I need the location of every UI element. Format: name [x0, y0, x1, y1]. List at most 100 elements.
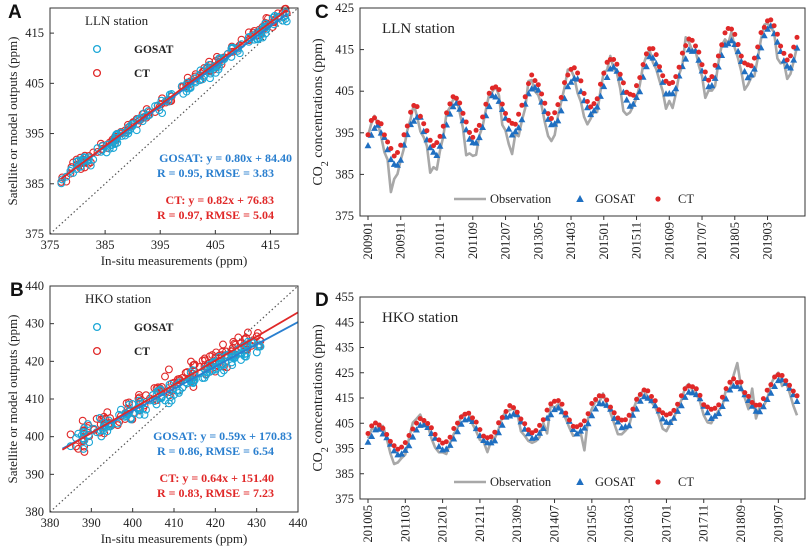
- gosat-point: [282, 17, 291, 26]
- gosat-point: [433, 151, 441, 158]
- gosat-point: [771, 382, 779, 389]
- ct-point: [570, 423, 576, 429]
- gosat-point: [711, 74, 719, 81]
- ct-point: [457, 100, 463, 106]
- y-tick-label: 415: [335, 391, 354, 405]
- gosat-point: [580, 424, 588, 431]
- ct-point: [723, 386, 729, 392]
- gosat-point: [127, 415, 135, 424]
- gosat-point: [236, 348, 245, 357]
- gosat-point: [508, 131, 516, 138]
- ct-point: [372, 115, 377, 121]
- ct-point: [608, 404, 613, 410]
- ct-point: [682, 386, 688, 392]
- gosat-point: [142, 405, 150, 414]
- panel-c-timeseries: 375 385 395 405 415 425 200901 200911 201011 2011…: [311, 1, 806, 260]
- gosat-point: [140, 410, 149, 419]
- ct-point: [693, 43, 698, 49]
- gosat-point: [651, 401, 659, 409]
- ct-point: [436, 437, 442, 443]
- gosat-point: [674, 407, 682, 414]
- gosat-point: [426, 143, 434, 151]
- gosat-point: [368, 432, 376, 439]
- ct-point: [492, 429, 498, 435]
- ct-point: [410, 426, 416, 432]
- y-tick-label: 375: [335, 209, 354, 223]
- ct-point: [552, 398, 557, 404]
- y-axis-label: Satellite or model outputs (ppm): [5, 315, 20, 484]
- gosat-point: [689, 389, 696, 396]
- ct-point: [417, 113, 423, 119]
- observation-line: [366, 21, 799, 194]
- gosat-point: [252, 348, 261, 357]
- gosat-point: [97, 432, 106, 441]
- gosat-point: [695, 56, 703, 63]
- gosat-point: [588, 411, 596, 419]
- gosat-point: [557, 107, 565, 114]
- ct-point: [653, 52, 659, 58]
- gosat-point: [227, 358, 236, 367]
- x-tick-label: 201305: [531, 222, 545, 260]
- ct-point: [678, 393, 684, 399]
- gosat-point: [715, 409, 723, 417]
- gosat-point: [410, 117, 418, 124]
- ct-point: [519, 102, 525, 108]
- gosat-equation: GOSAT: y = 0.59x + 170.83: [153, 429, 292, 443]
- x-tick-label: 201407: [548, 505, 562, 543]
- x-tick-label: 201907: [771, 505, 785, 543]
- ct-point: [406, 433, 412, 438]
- gosat-point: [584, 419, 592, 427]
- ct-point: [365, 132, 371, 138]
- ct-point: [699, 62, 705, 68]
- gosat-point: [534, 86, 542, 93]
- gosat-point: [623, 96, 631, 103]
- x-axis-label: In-situ measurements (ppm): [101, 253, 248, 268]
- gosat-point: [773, 38, 781, 45]
- legend-gosat-label: GOSAT: [595, 475, 636, 489]
- ct-point: [735, 42, 741, 47]
- ct-point: [470, 134, 476, 140]
- gosat-point: [442, 445, 450, 452]
- ct-point: [679, 50, 685, 56]
- ct-point: [404, 123, 410, 129]
- gosat-point: [436, 142, 444, 149]
- y-tick-label: 415: [335, 43, 354, 57]
- y-tick-label: 455: [335, 290, 354, 304]
- gosat-point: [592, 405, 600, 412]
- y-tick-label: 395: [335, 442, 354, 456]
- ct-point: [548, 401, 554, 407]
- ct-point: [466, 410, 472, 416]
- gosat-point: [475, 133, 483, 141]
- ct-point: [62, 177, 71, 186]
- panel-a-scatter: 375 385 395 405 415 375 385 395 405 415 In-situ me…: [5, 4, 299, 268]
- gosat-point: [707, 414, 715, 421]
- ct-point: [696, 49, 702, 55]
- gosat-point: [756, 407, 764, 415]
- legend-gosat-label: GOSAT: [134, 322, 174, 334]
- ct-point: [401, 132, 407, 138]
- y-tick-label: 410: [25, 392, 44, 406]
- gosat-point: [383, 434, 391, 441]
- legend-gosat-marker: [576, 478, 584, 485]
- ct-point: [566, 417, 572, 423]
- gosat-point: [505, 125, 513, 132]
- x-tick-label: 201603: [622, 505, 636, 543]
- legend-observation-label: Observation: [490, 475, 552, 489]
- gosat-point: [74, 161, 83, 170]
- ct-point: [496, 420, 502, 426]
- ct-point: [532, 78, 538, 84]
- gosat-point: [554, 117, 562, 124]
- gosat-point: [515, 124, 523, 131]
- gosat-point: [763, 395, 771, 402]
- gosat-point: [446, 441, 454, 448]
- gosat-point: [387, 155, 395, 163]
- ct-point: [522, 421, 528, 427]
- ct-point: [486, 90, 492, 96]
- gosat-point: [390, 447, 398, 454]
- ct-point: [529, 430, 535, 436]
- ct-point: [503, 409, 509, 414]
- x-tick-label: 201701: [659, 505, 673, 543]
- gosat-point: [659, 415, 667, 422]
- gosat-point: [209, 358, 218, 366]
- gosat-point: [397, 156, 405, 163]
